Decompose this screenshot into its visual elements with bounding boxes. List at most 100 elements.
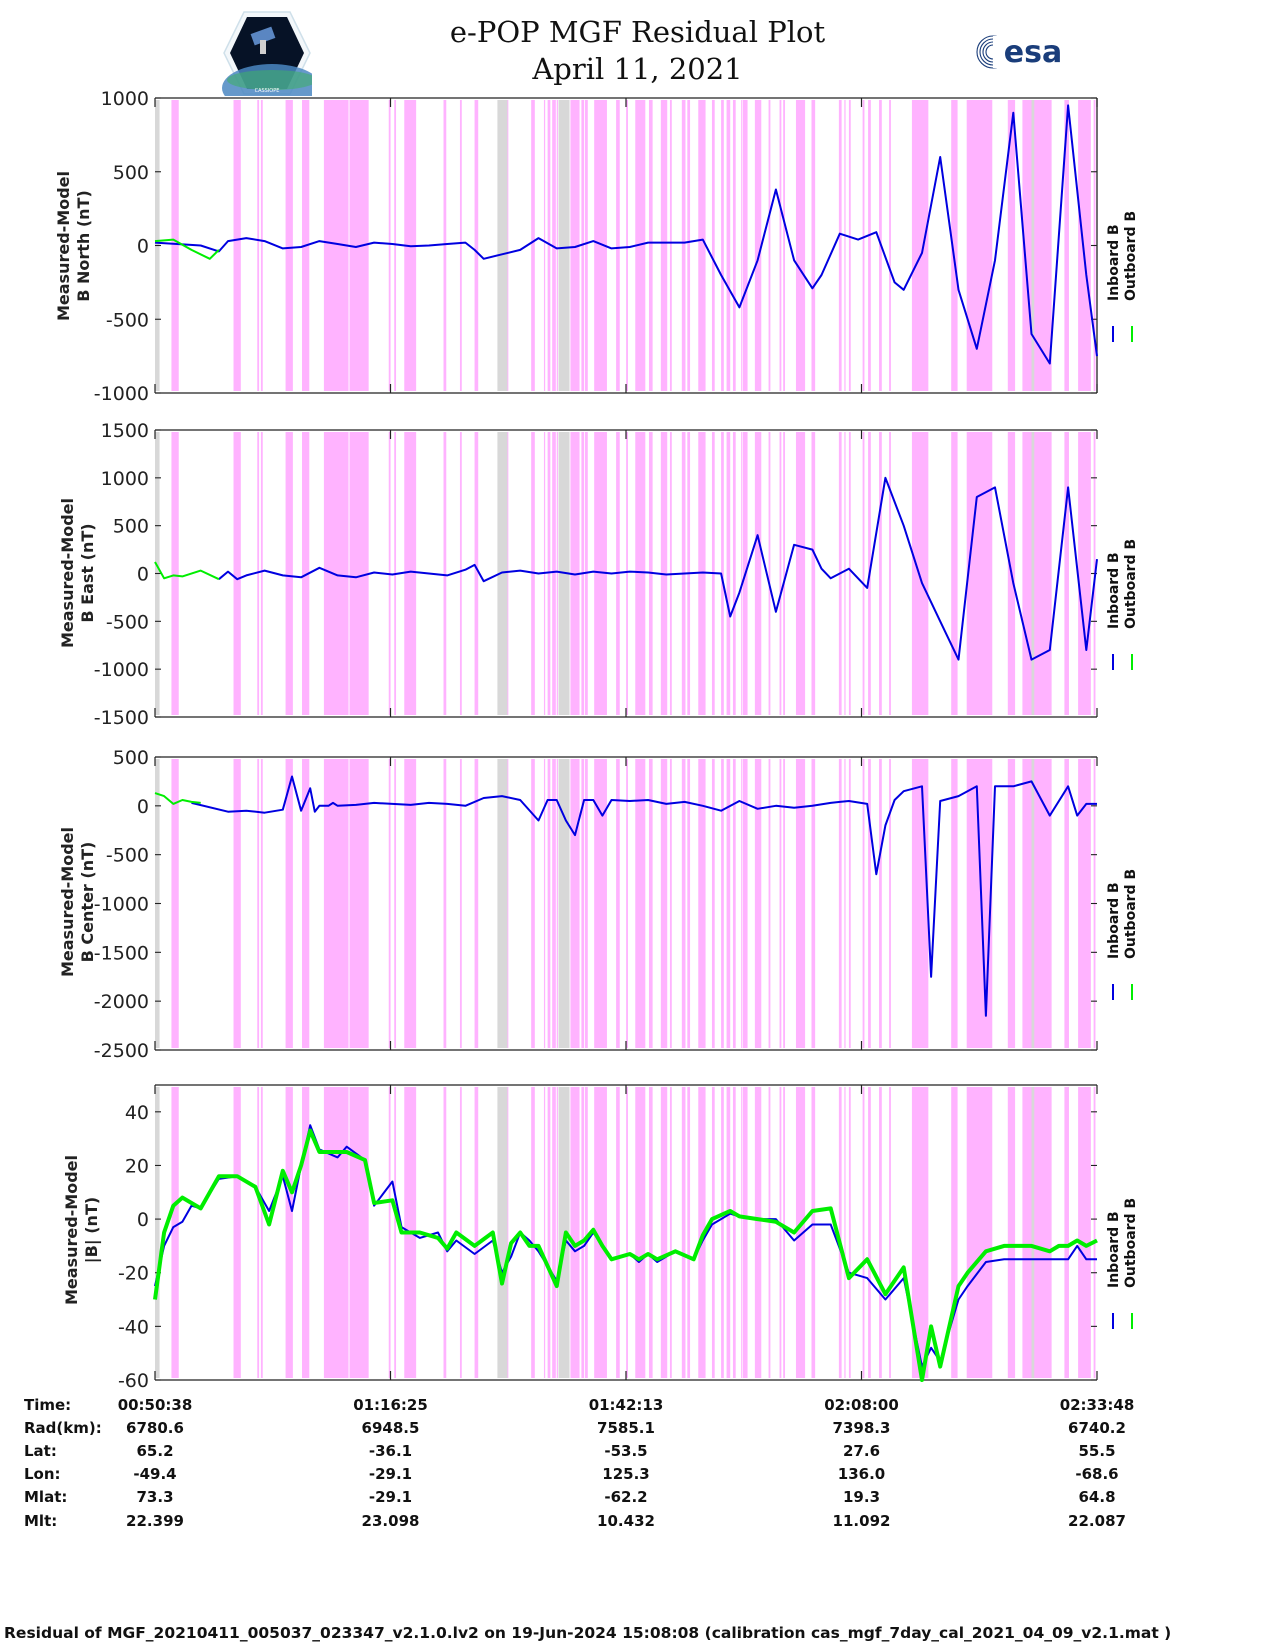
pink-band bbox=[911, 432, 929, 715]
pink-band bbox=[388, 1087, 391, 1378]
pink-band bbox=[585, 1087, 588, 1378]
ylabel-line-1: Measured-Model bbox=[62, 1154, 81, 1306]
info-value-rad: 7585.1 bbox=[597, 1419, 655, 1437]
pink-band bbox=[741, 1087, 743, 1378]
y-tick-label: 1500 bbox=[101, 420, 149, 442]
pink-band bbox=[257, 100, 260, 391]
pink-band bbox=[543, 759, 546, 1048]
pink-band bbox=[721, 100, 724, 391]
y-tick-label: -1000 bbox=[94, 659, 149, 681]
pink-band bbox=[711, 759, 715, 1048]
gray-band bbox=[1031, 432, 1035, 715]
pink-band bbox=[754, 100, 762, 391]
pink-band bbox=[474, 432, 479, 715]
pink-band bbox=[404, 432, 417, 715]
info-value-mlat: 73.3 bbox=[136, 1488, 174, 1506]
info-value-mlat: -29.1 bbox=[368, 1488, 413, 1506]
gray-band bbox=[1031, 1087, 1035, 1378]
pink-band bbox=[726, 759, 731, 1048]
pink-band bbox=[394, 759, 397, 1048]
pink-band bbox=[1007, 1087, 1016, 1378]
pink-band bbox=[726, 100, 731, 391]
gray-band bbox=[497, 759, 508, 1048]
pink-band bbox=[594, 759, 607, 1048]
pink-band bbox=[721, 759, 724, 1048]
inboard-series-line bbox=[218, 476, 1098, 661]
legend-inboard-swatch bbox=[1112, 1312, 1114, 1329]
pink-band bbox=[732, 759, 736, 1048]
pink-band bbox=[474, 1087, 479, 1378]
pink-band bbox=[783, 1087, 786, 1378]
pink-band bbox=[547, 1087, 551, 1378]
pink-band bbox=[349, 1087, 369, 1378]
pink-band bbox=[443, 432, 447, 715]
info-row-label: Lat: bbox=[24, 1442, 57, 1460]
pink-band bbox=[285, 1087, 293, 1378]
pink-band bbox=[732, 1087, 736, 1378]
info-value-mlat: 64.8 bbox=[1078, 1488, 1116, 1506]
pink-band bbox=[257, 759, 260, 1048]
pink-band bbox=[660, 100, 668, 391]
pink-band bbox=[594, 1087, 607, 1378]
ylabel-line-1: Measured-Model bbox=[58, 826, 77, 978]
info-value-mlt: 23.098 bbox=[361, 1512, 420, 1530]
panel-1-ylabel: Measured-Model B North (nT) bbox=[54, 146, 94, 346]
pink-band bbox=[1078, 1087, 1091, 1378]
pink-band bbox=[1078, 100, 1091, 391]
legend-panel-3: Inboard B Outboard B bbox=[1104, 868, 1144, 1000]
y-tick-label: -500 bbox=[106, 611, 149, 633]
info-row-label: Time: bbox=[24, 1396, 72, 1414]
pink-band bbox=[626, 100, 628, 391]
pink-band bbox=[879, 432, 882, 715]
pink-band bbox=[1078, 759, 1091, 1048]
legend-outboard-label: Outboard B bbox=[1123, 1197, 1139, 1288]
ylabel-line-2: |B| (nT) bbox=[82, 1196, 101, 1264]
panel-4: -60 -40 -20 0 20 40 bbox=[118, 1084, 1098, 1392]
legend-outboard-swatch bbox=[1131, 1312, 1133, 1329]
pink-band bbox=[844, 432, 846, 715]
footer-caption: Residual of MGF_20210411_005037_023347_v… bbox=[4, 1624, 1172, 1642]
info-value-lon: -49.4 bbox=[133, 1465, 177, 1483]
pink-band bbox=[257, 432, 260, 715]
panel-3: -2500 -2000 -1500 -1000 -500 0 500 bbox=[94, 747, 1098, 1062]
pink-band bbox=[698, 1087, 706, 1378]
y-tick-label: 0 bbox=[137, 796, 149, 818]
pink-band bbox=[616, 100, 620, 391]
info-row-label: Rad(km): bbox=[24, 1419, 102, 1437]
pink-band bbox=[388, 100, 391, 391]
pink-band bbox=[302, 432, 310, 715]
pink-band bbox=[660, 1087, 668, 1378]
y-tick-label: 1000 bbox=[101, 88, 149, 110]
pink-band bbox=[635, 432, 646, 715]
pink-band bbox=[732, 100, 736, 391]
pink-band bbox=[233, 432, 241, 715]
pink-band bbox=[838, 100, 842, 391]
info-value-lat: 27.6 bbox=[842, 1442, 881, 1460]
info-value-lon: 125.3 bbox=[602, 1465, 650, 1483]
legend-outboard-label: Outboard B bbox=[1123, 538, 1139, 629]
pink-band bbox=[585, 759, 588, 1048]
gray-band bbox=[1031, 759, 1035, 1048]
pink-band bbox=[862, 759, 865, 1048]
info-value-rad: 6780.6 bbox=[126, 1419, 184, 1437]
pink-band bbox=[552, 100, 556, 391]
pink-band bbox=[741, 432, 743, 715]
pink-band bbox=[868, 100, 871, 391]
pink-band bbox=[323, 1087, 349, 1378]
pink-band bbox=[732, 432, 736, 715]
legend-inboard-label: Inboard B bbox=[1106, 551, 1122, 629]
pink-band bbox=[721, 432, 724, 715]
info-value-rad: 6740.2 bbox=[1068, 1419, 1126, 1437]
pink-band bbox=[889, 100, 891, 391]
info-value-time: 01:16:25 bbox=[353, 1396, 428, 1414]
pink-band bbox=[171, 1087, 179, 1378]
pink-band bbox=[459, 100, 462, 391]
pink-band bbox=[388, 759, 391, 1048]
pink-band bbox=[783, 432, 786, 715]
info-row-label: Lon: bbox=[24, 1465, 61, 1483]
pink-band bbox=[711, 1087, 715, 1378]
pink-band bbox=[285, 759, 293, 1048]
y-tick-label: 500 bbox=[113, 162, 149, 184]
y-tick-label: 20 bbox=[125, 1155, 149, 1177]
